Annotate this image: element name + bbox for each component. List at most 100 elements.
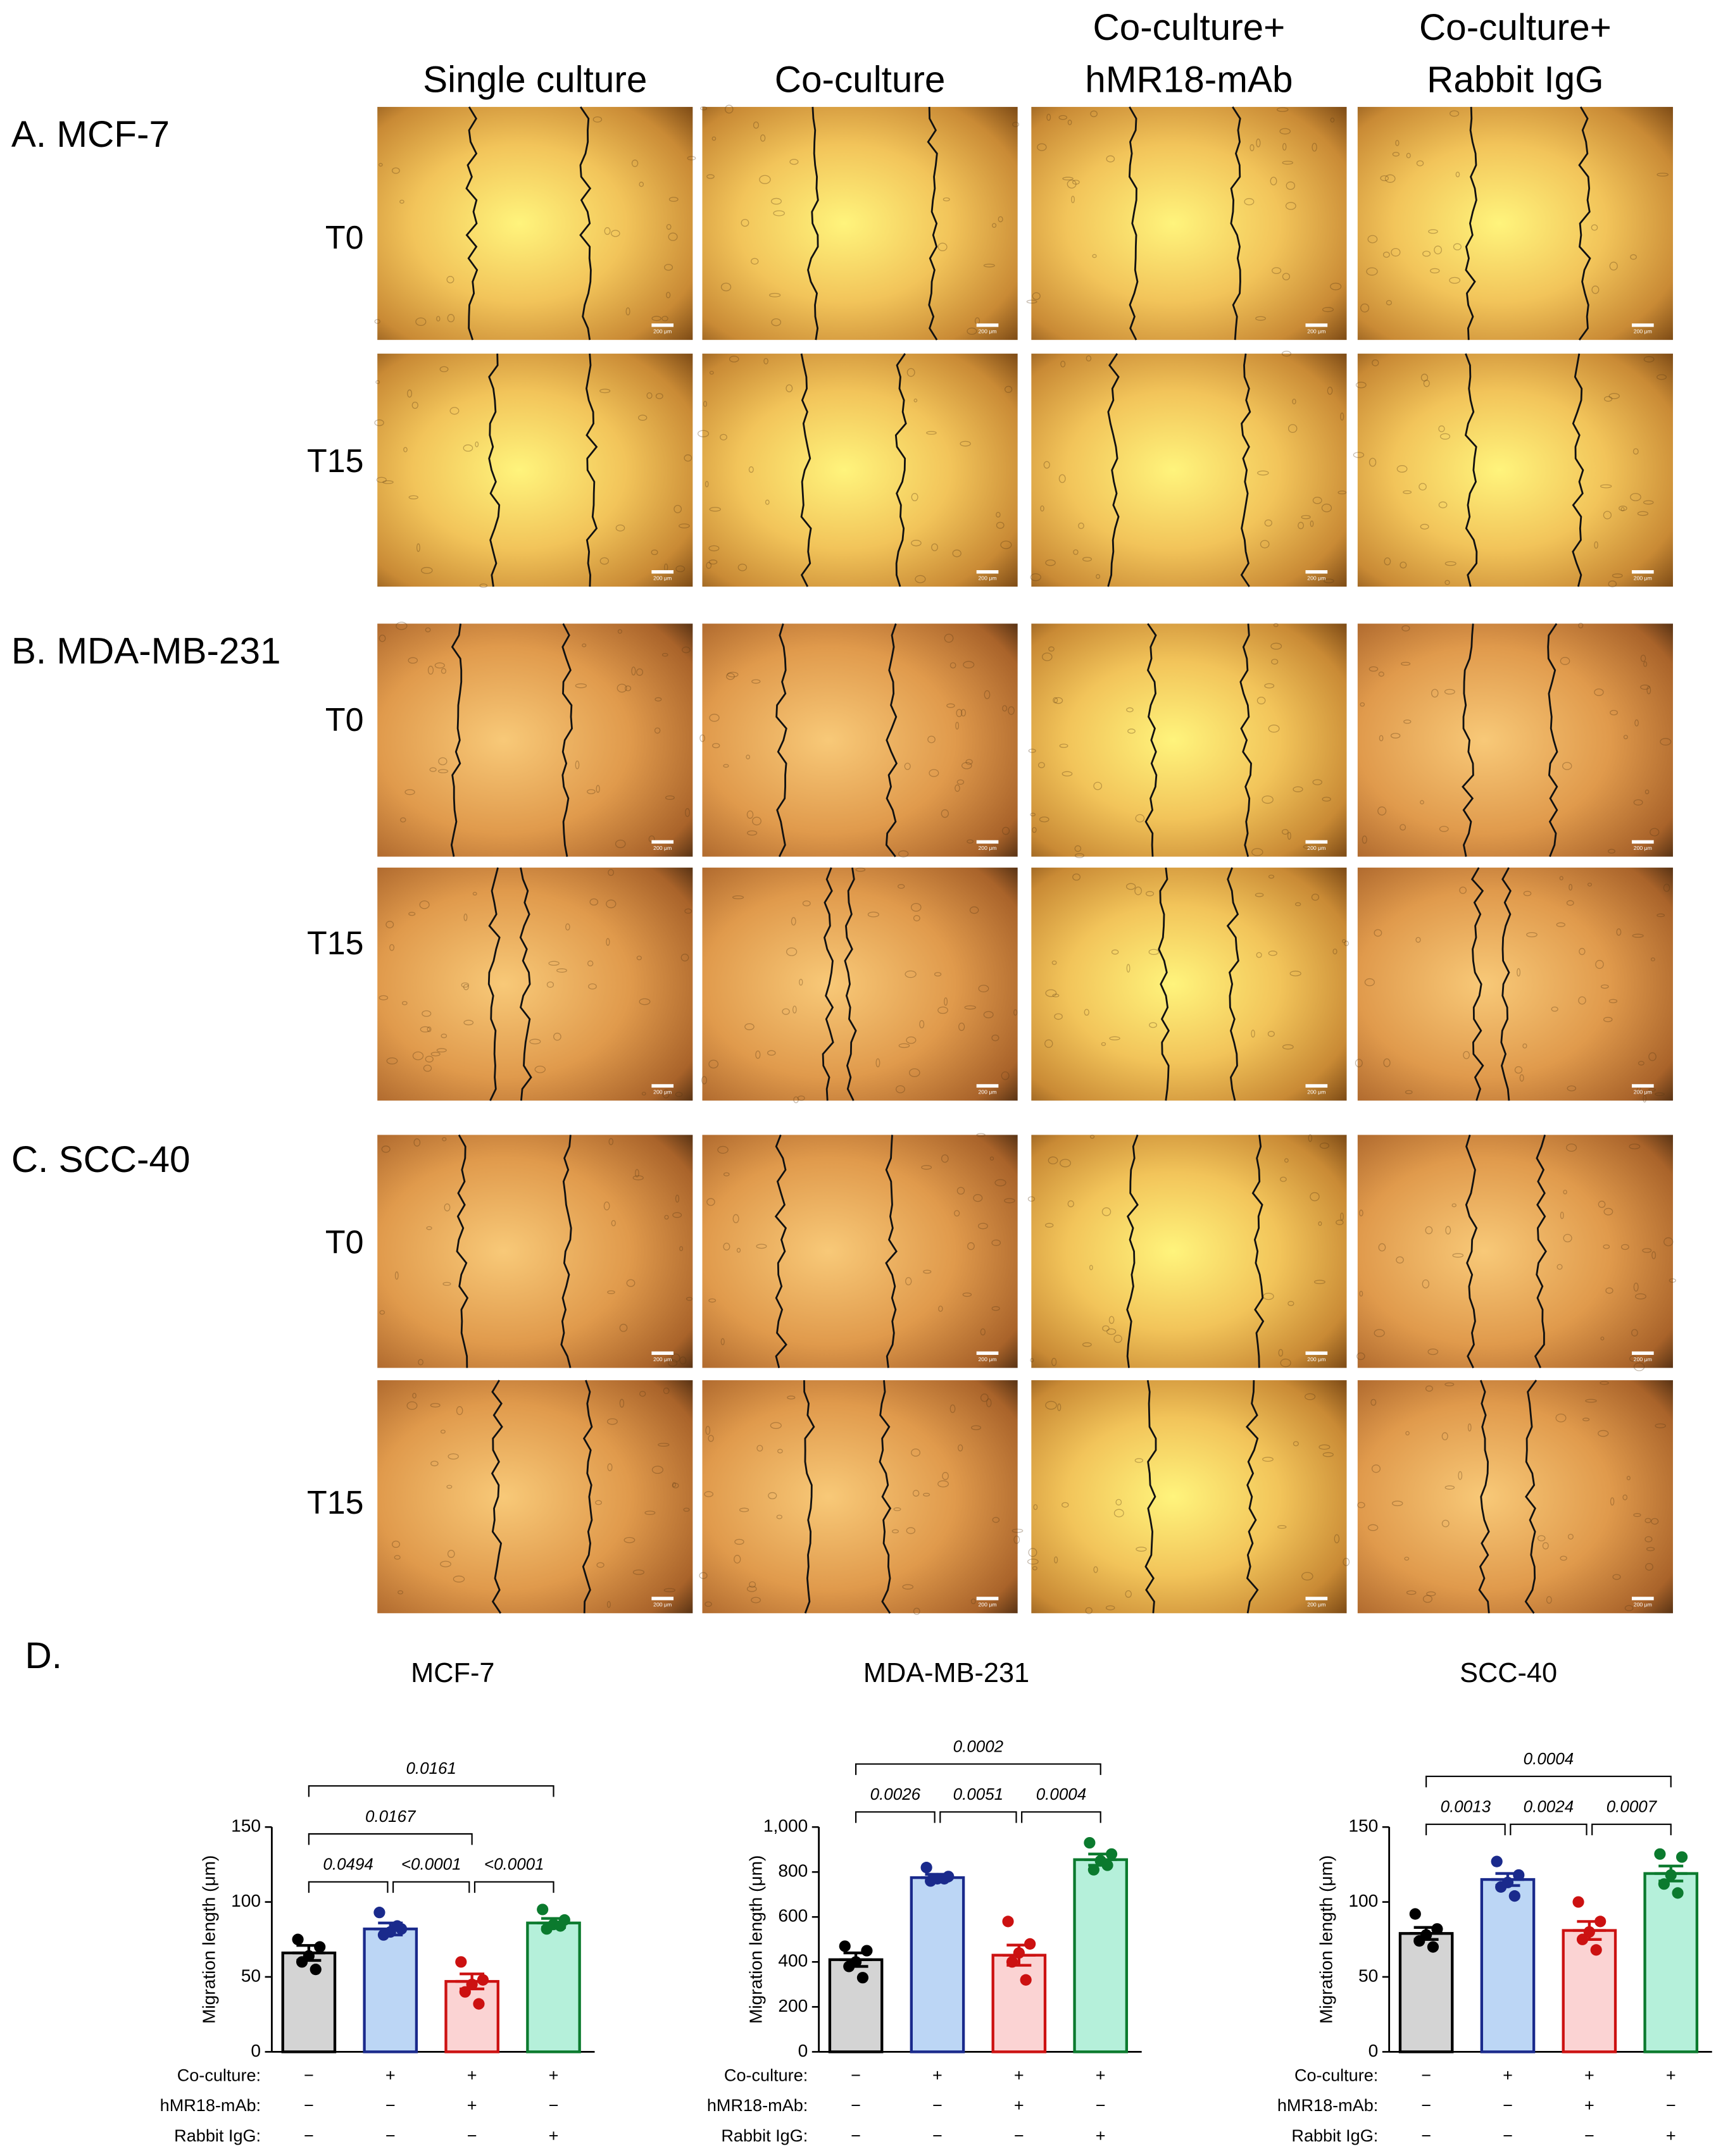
cell (1281, 351, 1292, 357)
micrograph: 200 μm (1030, 351, 1347, 587)
wound-edge (1464, 353, 1478, 587)
micrograph-field (1357, 1135, 1673, 1368)
cell (1054, 697, 1063, 704)
scale-bar (976, 323, 999, 327)
micrograph-field (377, 868, 693, 1101)
cell (589, 898, 599, 906)
micrograph: 200 μm (374, 353, 693, 588)
cell (379, 1310, 385, 1315)
cell (913, 915, 920, 921)
cell (1650, 828, 1660, 837)
cell (1419, 483, 1427, 490)
cell (427, 1026, 432, 1032)
cell (1105, 1605, 1115, 1611)
cell (592, 116, 603, 123)
cell (1040, 505, 1044, 512)
cell (666, 292, 671, 299)
cell (1620, 1243, 1629, 1250)
cell (765, 499, 770, 505)
condition-mark: − (1014, 2126, 1024, 2145)
cell (1537, 1535, 1546, 1542)
scale-bar-label: 200 μm (1307, 1356, 1325, 1362)
cell (1663, 1237, 1674, 1247)
scale-bar-label: 200 μm (1634, 1356, 1652, 1362)
micrograph: 200 μm (701, 867, 1018, 1104)
cell (994, 1179, 1006, 1187)
y-axis-label: Migration length (μm) (1317, 1855, 1336, 2024)
cell (1303, 845, 1311, 849)
cell (1284, 1158, 1289, 1163)
cell (1028, 749, 1036, 753)
scale-bar-label: 200 μm (1634, 1089, 1652, 1095)
chart-title: MDA-MB-231 (863, 1658, 1029, 1688)
significance-bracket (308, 1833, 473, 1845)
wound-edge (1465, 106, 1477, 340)
cell (789, 159, 799, 165)
wound-edge (1245, 1380, 1259, 1614)
cell (723, 764, 729, 768)
scale-bar-label: 200 μm (1307, 328, 1325, 334)
cell (720, 433, 727, 440)
cell (611, 230, 620, 237)
cell (1058, 474, 1066, 483)
data-point (310, 1964, 322, 1976)
cell (1560, 1555, 1567, 1561)
micrograph: 200 μm (702, 1133, 1018, 1368)
cell (575, 683, 587, 689)
cell (976, 1133, 986, 1137)
cell (429, 767, 437, 772)
data-point (1665, 1869, 1677, 1881)
cell (1453, 243, 1462, 251)
cell (675, 1194, 680, 1203)
cell (412, 1393, 417, 1399)
cell (1367, 235, 1378, 244)
scale-bar (651, 323, 674, 327)
cell (1089, 1264, 1093, 1271)
cell (426, 1226, 432, 1230)
micrograph: 200 μm (377, 621, 693, 857)
cell (1526, 932, 1538, 938)
scale-bar-label: 200 μm (653, 575, 672, 581)
wound-edge (1478, 1380, 1490, 1614)
cell (1082, 1342, 1092, 1347)
cell (1264, 683, 1275, 689)
cell (970, 1598, 976, 1604)
cell (1106, 155, 1115, 163)
cell (746, 810, 754, 819)
cell (1062, 177, 1074, 181)
scale-bar (651, 570, 674, 574)
cell (1382, 251, 1390, 258)
cell (1004, 1198, 1015, 1204)
cell (923, 1493, 930, 1497)
scale-bar-label: 200 μm (653, 328, 672, 334)
cell (980, 1328, 986, 1336)
cell (641, 1092, 646, 1096)
cell (1644, 1536, 1653, 1543)
cell (1600, 1381, 1609, 1385)
cell (787, 1395, 796, 1400)
cell (777, 1449, 783, 1454)
cell (422, 1010, 432, 1017)
cell (391, 167, 400, 174)
cell (1002, 705, 1008, 712)
cell (1374, 929, 1382, 937)
cell (1072, 180, 1080, 185)
condition-label: Rabbit IgG: (1291, 2126, 1378, 2145)
wound-edge (1470, 867, 1484, 1101)
micrograph: 200 μm (1356, 1134, 1676, 1371)
scale-bar-label: 200 μm (978, 1089, 996, 1095)
cell (746, 1585, 757, 1592)
scale-bar (1632, 1351, 1654, 1355)
cell (949, 662, 956, 669)
condition-label: Rabbit IgG: (721, 2126, 808, 2145)
data-point (839, 1940, 851, 1952)
cell (1280, 1358, 1291, 1368)
cell (1595, 959, 1604, 969)
cell (776, 1514, 783, 1519)
cell (434, 662, 445, 669)
cell (1669, 1278, 1676, 1283)
cell (425, 627, 431, 633)
cell (1395, 140, 1400, 146)
cell (938, 1305, 943, 1312)
cell (954, 1210, 960, 1217)
